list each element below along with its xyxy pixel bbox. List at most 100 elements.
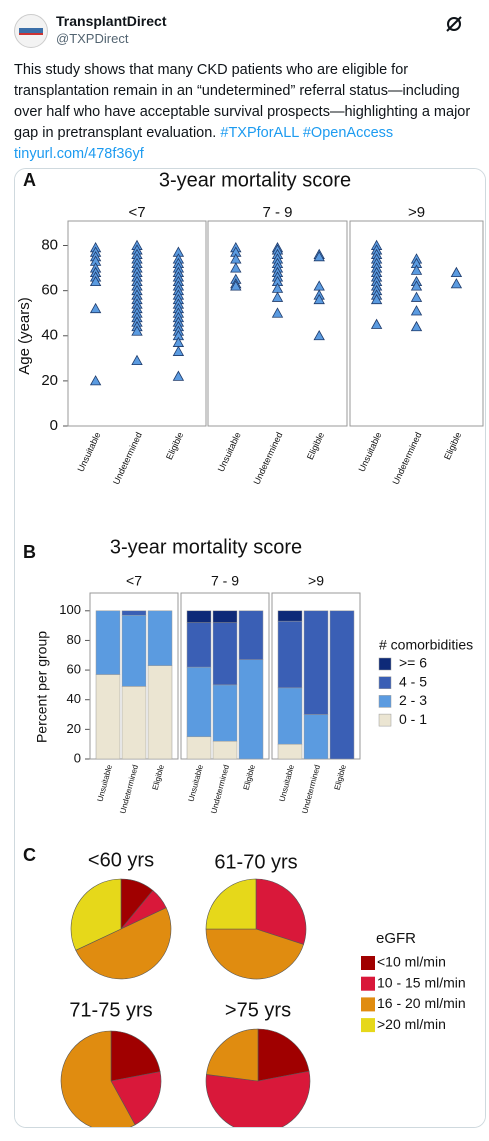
data-point: [410, 305, 423, 316]
bar-segment: [212, 740, 238, 760]
legend-label: >= 6: [399, 655, 427, 671]
panel-header: <7: [128, 204, 145, 221]
y-tick-label: 40: [67, 691, 81, 706]
pie-slice: [255, 878, 307, 945]
bar-segment: [303, 714, 329, 760]
data-point: [450, 278, 463, 289]
pie-slice: [110, 1071, 162, 1126]
bar-segment: [147, 665, 173, 760]
bar-segment: [95, 610, 121, 675]
data-point: [450, 266, 463, 278]
data-point: [89, 302, 102, 314]
pie-slice: [205, 1070, 311, 1127]
data-point: [410, 280, 423, 291]
y-tick-label: 0: [50, 417, 58, 434]
legend-swatch: [361, 956, 375, 970]
hashtag[interactable]: #TXPforALL: [220, 125, 299, 141]
pie-title: >75 yrs: [225, 999, 291, 1021]
data-point: [313, 329, 325, 341]
bar-segment: [277, 743, 303, 760]
y-tick-label: 80: [41, 237, 58, 254]
tweet-text: This study shows that many CKD patients …: [14, 60, 476, 165]
panel-frame: [207, 220, 348, 427]
panel-label: A: [23, 170, 36, 190]
pie-slice: [70, 878, 122, 951]
author-handle[interactable]: @TXPDirect: [56, 31, 129, 46]
bar-segment: [329, 610, 355, 760]
y-tick-label: 100: [59, 602, 81, 617]
y-tick-label: 0: [74, 750, 81, 765]
data-point: [172, 345, 185, 356]
y-axis-label: Percent per group: [34, 631, 50, 743]
pie-slice: [110, 1030, 161, 1082]
bar-segment: [147, 610, 173, 666]
figure[interactable]: A 3-year mortality score Age (years) 0 20 40 6…: [14, 168, 486, 1128]
y-tick-label: 20: [67, 721, 81, 736]
bar-segment: [186, 736, 212, 760]
y-tick-label: 40: [41, 327, 58, 344]
panel-frame: [67, 220, 207, 427]
text: This study shows that many CKD patients …: [14, 62, 471, 141]
pie-slice: [257, 1028, 310, 1082]
bar-segment: [121, 610, 147, 616]
y-axis-label: Age (years): [16, 297, 33, 375]
bar-segment: [121, 686, 147, 760]
bar-segment: [186, 666, 212, 738]
bar-segment: [238, 659, 264, 760]
bar-segment: [121, 614, 147, 687]
data-point: [131, 354, 143, 365]
pie-slice: [75, 907, 172, 980]
hashtag[interactable]: #OpenAccess: [302, 125, 394, 141]
bar-segment: [212, 610, 238, 623]
data-point: [313, 251, 325, 262]
legend-label: 10 - 15 ml/min: [377, 974, 466, 990]
avatar[interactable]: [14, 14, 48, 48]
legend-label: >20 ml/min: [377, 1016, 446, 1032]
data-point: [89, 375, 102, 386]
y-tick-label: 60: [67, 662, 81, 677]
data-point: [230, 262, 242, 273]
data-point: [313, 293, 325, 305]
bar-segment: [277, 620, 303, 689]
chart-title: 3-year mortality score: [110, 536, 302, 558]
bar-segment: [212, 622, 238, 686]
legend-swatch: [378, 695, 392, 708]
y-tick-label: 20: [41, 372, 58, 389]
legend-label: 0 - 1: [399, 711, 427, 727]
legend-title: eGFR: [376, 930, 416, 947]
legend-label: 2 - 3: [399, 692, 427, 708]
bar-segment: [277, 687, 303, 745]
panel-label: C: [23, 845, 36, 865]
panel-header: 7 - 9: [262, 204, 292, 221]
pie-slice: [205, 928, 304, 980]
pie-title: <60 yrs: [88, 849, 154, 871]
link[interactable]: tinyurl.com/478f36yf: [14, 146, 144, 162]
author-name[interactable]: TransplantDirect: [56, 13, 167, 29]
legend-swatch: [378, 713, 392, 727]
legend-label: 16 - 20 ml/min: [377, 995, 466, 1011]
bar-segment: [186, 610, 212, 623]
panel-header: 7 - 9: [211, 573, 239, 589]
data-point: [410, 264, 423, 275]
data-point: [410, 320, 423, 332]
legend-swatch: [378, 676, 392, 689]
chart-title: 3-year mortality score: [159, 169, 351, 191]
data-point: [131, 325, 143, 336]
data-point: [370, 293, 383, 305]
panel-header: >9: [408, 204, 425, 221]
bar-segment: [95, 674, 121, 760]
legend-title: # comorbidities: [379, 637, 473, 653]
pie-slice: [206, 1028, 259, 1082]
grok-icon[interactable]: [444, 14, 464, 34]
bar-segment: [303, 610, 329, 715]
data-point: [89, 275, 102, 287]
data-point: [370, 318, 383, 329]
bar-segment: [238, 610, 264, 660]
data-point: [230, 280, 242, 291]
legend-swatch: [361, 997, 375, 1012]
legend-swatch: [361, 976, 375, 991]
y-tick-label: 60: [41, 282, 58, 299]
legend-label: 4 - 5: [399, 673, 427, 689]
legend-swatch: [361, 1018, 375, 1033]
